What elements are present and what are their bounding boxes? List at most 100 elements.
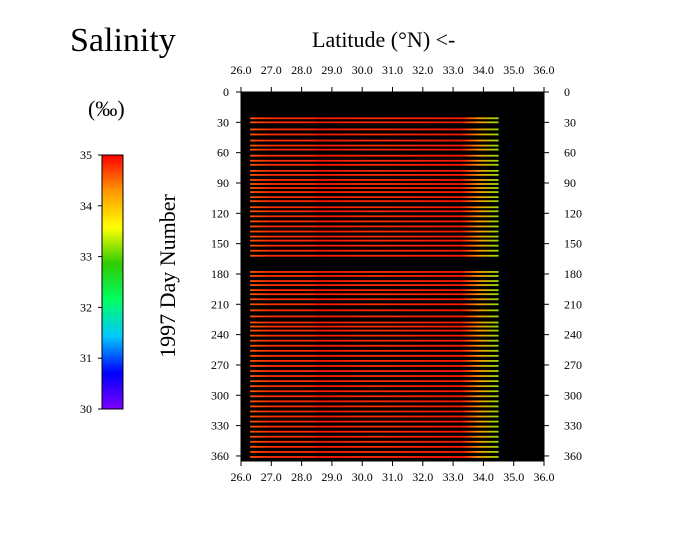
track-line bbox=[250, 220, 499, 223]
track-line bbox=[250, 154, 499, 157]
y-tick-label-left: 240 bbox=[211, 328, 229, 342]
track-line bbox=[250, 179, 499, 181]
colorbar-tick-label: 35 bbox=[80, 148, 92, 162]
track-line bbox=[250, 303, 499, 306]
track-line bbox=[250, 370, 499, 372]
y-tick-label-left: 180 bbox=[211, 267, 229, 281]
y-tick-label-right: 210 bbox=[564, 297, 582, 311]
track-line bbox=[250, 128, 499, 131]
x-tick-label-bottom: 30.0 bbox=[352, 470, 373, 484]
track-line bbox=[250, 415, 499, 418]
track-line bbox=[250, 215, 499, 218]
track-line bbox=[250, 456, 499, 458]
y-tick-label-left: 330 bbox=[211, 419, 229, 433]
colorbar-tick-label: 32 bbox=[80, 300, 92, 314]
colorbar bbox=[101, 154, 124, 410]
y-tick-label-right: 270 bbox=[564, 358, 582, 372]
track-line bbox=[250, 349, 499, 352]
x-tick-label-top: 33.0 bbox=[443, 63, 464, 77]
colorbar-tick-label: 33 bbox=[80, 250, 92, 264]
x-tick-label-bottom: 28.0 bbox=[291, 470, 312, 484]
x-tick-label-top: 28.0 bbox=[291, 63, 312, 77]
track-line bbox=[250, 400, 499, 403]
x-tick-label-bottom: 32.0 bbox=[412, 470, 433, 484]
track-line bbox=[250, 360, 499, 362]
track-line bbox=[250, 144, 499, 147]
track-line bbox=[250, 163, 499, 166]
x-tick-label-bottom: 31.0 bbox=[382, 470, 403, 484]
track-line bbox=[250, 445, 499, 448]
track-line bbox=[250, 293, 499, 296]
track-line bbox=[250, 254, 499, 257]
track-line bbox=[250, 284, 499, 286]
colorbar-unit-label: (‰) bbox=[88, 96, 125, 121]
x-tick-label-bottom: 29.0 bbox=[321, 470, 342, 484]
track-line bbox=[250, 148, 499, 151]
x-tick-label-bottom: 27.0 bbox=[261, 470, 282, 484]
y-tick-label-right: 300 bbox=[564, 388, 582, 402]
track-line bbox=[250, 280, 499, 282]
track-line bbox=[250, 239, 499, 242]
track-line bbox=[250, 334, 499, 337]
track-line bbox=[250, 380, 499, 383]
track-line bbox=[250, 187, 499, 189]
track-line bbox=[250, 235, 499, 238]
x-axis-label: Latitude (°N) <- bbox=[312, 27, 456, 52]
track-line bbox=[250, 375, 499, 377]
y-tick-label-left: 150 bbox=[211, 237, 229, 251]
y-tick-label-right: 240 bbox=[564, 328, 582, 342]
y-tick-label-left: 30 bbox=[217, 115, 229, 129]
track-line bbox=[250, 200, 499, 203]
track-line bbox=[250, 354, 499, 357]
track-line bbox=[250, 206, 499, 209]
track-line bbox=[250, 173, 499, 176]
track-line bbox=[250, 183, 499, 185]
chart-title: Salinity bbox=[70, 22, 176, 59]
track-line bbox=[250, 339, 499, 342]
x-tick-label-bottom: 34.0 bbox=[473, 470, 494, 484]
track-line bbox=[250, 191, 499, 193]
track-line bbox=[250, 315, 499, 318]
track-line bbox=[250, 298, 499, 301]
y-tick-label-left: 60 bbox=[217, 146, 229, 160]
y-tick-label-right: 360 bbox=[564, 449, 582, 463]
track-line bbox=[250, 225, 499, 228]
x-tick-label-top: 36.0 bbox=[534, 63, 555, 77]
track-line bbox=[250, 210, 499, 213]
track-line bbox=[250, 249, 499, 252]
track-line bbox=[250, 329, 499, 332]
y-tick-label-left: 90 bbox=[217, 176, 229, 190]
y-tick-label-right: 180 bbox=[564, 267, 582, 281]
track-line bbox=[250, 321, 499, 324]
y-tick-label-left: 270 bbox=[211, 358, 229, 372]
x-tick-label-top: 32.0 bbox=[412, 63, 433, 77]
y-tick-label-right: 0 bbox=[564, 85, 570, 99]
track-line bbox=[250, 289, 499, 292]
track-line bbox=[250, 271, 499, 273]
y-tick-label-left: 0 bbox=[223, 85, 229, 99]
x-tick-label-bottom: 26.0 bbox=[231, 470, 252, 484]
track-line bbox=[250, 365, 499, 367]
track-line bbox=[250, 440, 499, 443]
y-tick-label-right: 60 bbox=[564, 146, 576, 160]
y-tick-label-left: 360 bbox=[211, 449, 229, 463]
track-line bbox=[250, 121, 499, 124]
track-line bbox=[250, 117, 499, 120]
x-tick-label-bottom: 36.0 bbox=[534, 470, 555, 484]
track-line bbox=[250, 410, 499, 413]
x-tick-label-bottom: 33.0 bbox=[443, 470, 464, 484]
track-line bbox=[250, 244, 499, 247]
y-tick-label-right: 30 bbox=[564, 115, 576, 129]
track-line bbox=[250, 230, 499, 233]
track-line bbox=[250, 405, 499, 408]
track-line bbox=[250, 309, 499, 312]
track-line bbox=[250, 275, 499, 277]
track-line bbox=[250, 420, 499, 423]
track-line bbox=[250, 395, 499, 398]
y-tick-label-right: 90 bbox=[564, 176, 576, 190]
x-tick-label-top: 34.0 bbox=[473, 63, 494, 77]
y-tick-label-left: 300 bbox=[211, 388, 229, 402]
y-tick-label-right: 120 bbox=[564, 206, 582, 220]
x-tick-label-top: 30.0 bbox=[352, 63, 373, 77]
